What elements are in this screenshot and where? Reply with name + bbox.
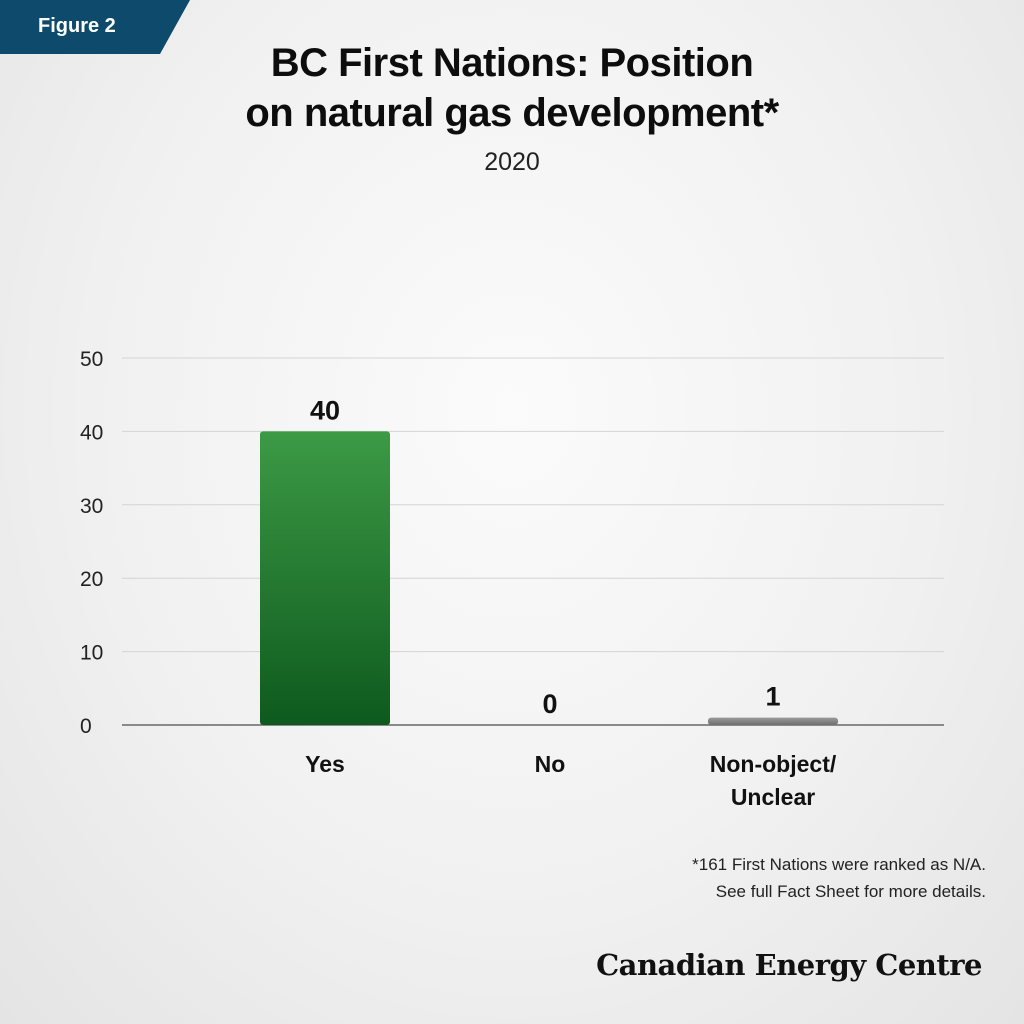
figure-label: Figure 2 bbox=[38, 15, 116, 37]
brand-logo-text: Canadian Energy Centre bbox=[596, 948, 982, 982]
title-line-2: on natural gas development* bbox=[245, 91, 779, 135]
category-label-0: Yes bbox=[305, 751, 345, 777]
bar-2 bbox=[708, 717, 838, 725]
chart-title: BC First Nations: Position on natural ga… bbox=[0, 38, 1024, 138]
category-label-2: Non-object/ bbox=[710, 751, 837, 777]
category-label-1: No bbox=[535, 751, 566, 777]
chart-subtitle: 2020 bbox=[484, 148, 540, 176]
figure-badge: Figure 2 bbox=[0, 0, 190, 54]
badge-shape bbox=[0, 0, 190, 54]
y-tick-label: 40 bbox=[80, 421, 103, 444]
footnote-line-2: See full Fact Sheet for more details. bbox=[715, 882, 986, 901]
category-label-2: Unclear bbox=[731, 784, 815, 810]
footnote-line-1: *161 First Nations were ranked as N/A. bbox=[692, 855, 986, 874]
data-label-2: 1 bbox=[765, 682, 780, 712]
y-tick-label: 50 bbox=[80, 348, 103, 371]
y-tick-label: 20 bbox=[80, 568, 103, 591]
bar-0 bbox=[260, 431, 390, 725]
y-tick-label: 30 bbox=[80, 495, 103, 518]
y-tick-label: 10 bbox=[80, 642, 103, 665]
footnote: *161 First Nations were ranked as N/A. S… bbox=[692, 851, 986, 905]
y-tick-label: 0 bbox=[80, 715, 92, 738]
data-label-1: 0 bbox=[542, 689, 557, 719]
data-label-0: 40 bbox=[310, 395, 340, 425]
title-line-1: BC First Nations: Position bbox=[270, 41, 754, 85]
